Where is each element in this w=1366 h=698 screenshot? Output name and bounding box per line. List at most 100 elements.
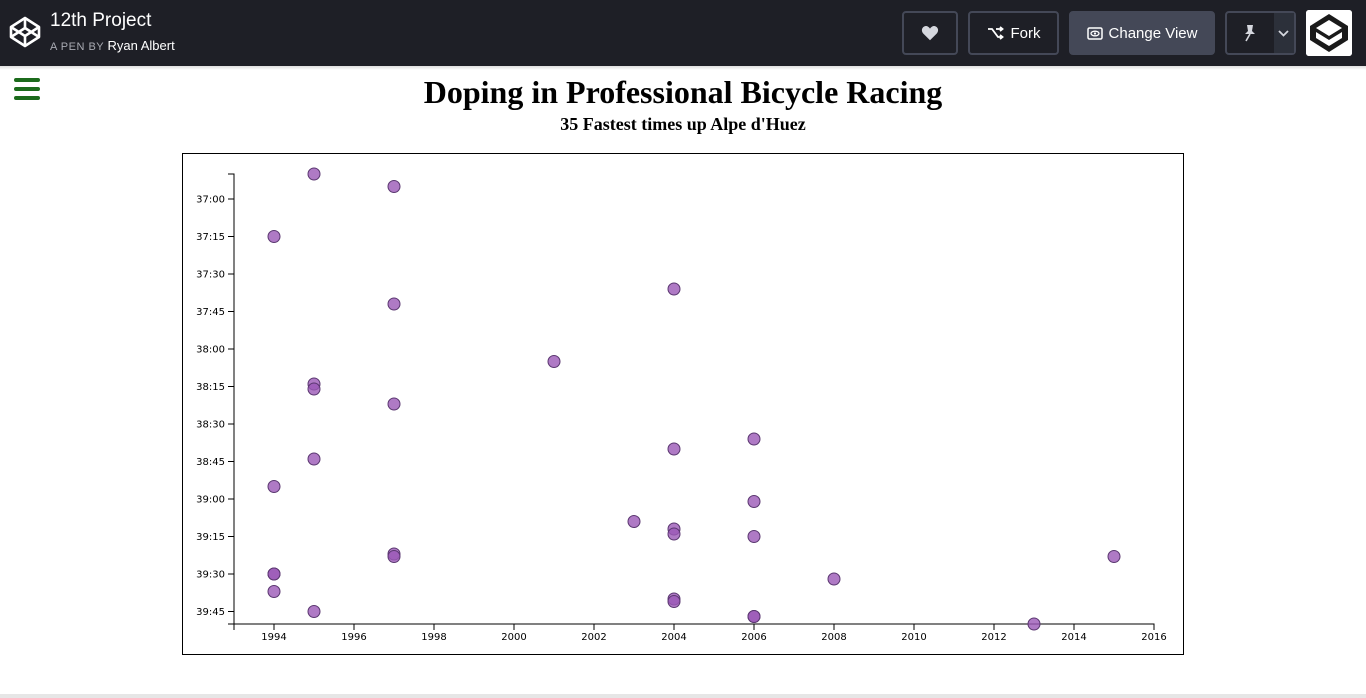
x-tick: 2012 — [981, 624, 1007, 643]
x-tick: 1994 — [261, 624, 287, 643]
data-point[interactable] — [267, 567, 281, 581]
pen-byline: A PEN BY Ryan Albert — [50, 38, 175, 53]
y-tick-label: 37:30 — [196, 270, 225, 281]
data-point[interactable] — [307, 167, 321, 181]
data-point[interactable] — [307, 605, 321, 618]
data-point[interactable] — [267, 585, 281, 598]
x-tick-label: 1996 — [341, 632, 366, 643]
heart-button[interactable] — [902, 11, 958, 55]
x-axis: 1994 1996 1998 2000 2002 2004 2006 2008 2010 2012… — [233, 623, 1167, 643]
data-point[interactable] — [827, 572, 841, 586]
chevron-down-icon — [1278, 29, 1289, 37]
codepen-logo-icon[interactable] — [8, 15, 42, 49]
data-point[interactable] — [747, 432, 761, 446]
x-tick-label: 1998 — [421, 632, 446, 643]
data-point[interactable] — [1107, 550, 1121, 563]
data-points — [267, 167, 1121, 631]
data-point[interactable] — [387, 397, 401, 411]
y-tick: 38:30 — [196, 420, 234, 431]
x-tick-label: 2012 — [981, 632, 1006, 643]
change-view-button[interactable]: Change View — [1069, 11, 1215, 55]
x-tick-label: 2004 — [661, 632, 686, 643]
data-point[interactable] — [387, 297, 401, 311]
data-point[interactable] — [667, 442, 681, 456]
x-tick-label: 2000 — [501, 632, 526, 643]
y-tick-label: 37:45 — [196, 307, 225, 318]
pin-icon — [1245, 25, 1256, 42]
x-tick: 2002 — [581, 624, 607, 643]
hamburger-line — [14, 87, 40, 91]
y-tick: 39:00 — [196, 495, 234, 506]
y-tick: 37:30 — [196, 270, 234, 281]
codepen-avatar-icon — [1306, 10, 1352, 56]
hamburger-line — [14, 96, 40, 100]
x-tick: 2004 — [661, 624, 687, 643]
x-tick-label: 2002 — [581, 632, 606, 643]
y-tick: 38:00 — [196, 345, 234, 356]
x-tick: 2016 — [1141, 624, 1167, 643]
data-point[interactable] — [267, 230, 281, 243]
y-tick-label: 39:30 — [196, 570, 225, 581]
y-axis: 37:00 37:15 37:30 37:45 38:00 38:15 38:30 38:45… — [196, 173, 235, 625]
user-avatar[interactable] — [1306, 10, 1352, 56]
y-tick-label: 37:15 — [196, 232, 225, 243]
y-tick: 39:30 — [196, 570, 234, 581]
pin-dropdown[interactable] — [1273, 13, 1294, 53]
data-point[interactable] — [1027, 617, 1041, 631]
y-tick: 37:00 — [196, 195, 234, 206]
chart-frame: 1994 1996 1998 2000 2002 2004 2006 2008 2010 2012… — [182, 153, 1184, 655]
x-tick-label: 2016 — [1141, 632, 1166, 643]
x-tick: 2006 — [741, 624, 767, 643]
y-tick-label: 39:15 — [196, 532, 225, 543]
y-tick: 38:45 — [196, 457, 234, 468]
pin-toggle[interactable] — [1227, 13, 1274, 53]
x-tick: 1998 — [421, 624, 447, 643]
data-point[interactable] — [307, 382, 321, 396]
chart-subtitle: 35 Fastest times up Alpe d'Huez — [560, 114, 806, 134]
x-tick-label: 2010 — [901, 632, 926, 643]
data-point[interactable] — [547, 355, 561, 368]
x-tick-label: 1994 — [261, 632, 286, 643]
data-point[interactable] — [747, 530, 761, 543]
pen-title: 12th Project — [50, 10, 152, 31]
codepen-header: 12th Project A PEN BY Ryan Albert Fork C… — [0, 0, 1366, 66]
y-tick-label: 38:45 — [196, 457, 225, 468]
x-axis-line — [233, 623, 1155, 630]
y-axis-line — [228, 173, 235, 625]
data-point[interactable] — [747, 495, 761, 508]
data-point[interactable] — [387, 550, 401, 563]
data-point[interactable] — [747, 610, 761, 623]
y-tick: 37:45 — [196, 307, 234, 318]
x-tick: 2008 — [821, 624, 847, 643]
x-tick-label: 2008 — [821, 632, 846, 643]
y-tick-label: 37:00 — [196, 195, 225, 206]
fork-icon — [987, 26, 1004, 40]
y-tick-label: 38:30 — [196, 420, 225, 431]
data-point[interactable] — [267, 480, 281, 493]
menu-hamburger-icon[interactable] — [14, 78, 40, 100]
author-link[interactable]: Ryan Albert — [107, 38, 175, 53]
data-point[interactable] — [627, 515, 641, 528]
y-tick: 39:15 — [196, 532, 234, 543]
y-tick: 39:45 — [196, 607, 234, 618]
data-point[interactable] — [387, 180, 401, 193]
y-tick-label: 38:15 — [196, 382, 225, 393]
data-point[interactable] — [307, 452, 321, 466]
data-point[interactable] — [667, 282, 681, 296]
fork-label: Fork — [1010, 24, 1041, 42]
chart-title: Doping in Professional Bicycle Racing — [423, 74, 943, 110]
x-tick-label: 2006 — [741, 632, 766, 643]
pin-button[interactable] — [1225, 11, 1296, 55]
data-point[interactable] — [667, 595, 681, 608]
x-tick: 2000 — [501, 624, 527, 643]
fork-button[interactable]: Fork — [968, 11, 1059, 55]
change-view-label: Change View — [1108, 24, 1198, 42]
x-tick-label: 2014 — [1061, 632, 1086, 643]
heart-icon — [921, 26, 939, 41]
header-shadow — [0, 66, 1366, 70]
eye-window-icon — [1086, 26, 1103, 40]
y-tick: 37:15 — [196, 232, 234, 243]
data-point[interactable] — [667, 527, 681, 541]
y-tick-label: 39:45 — [196, 607, 225, 618]
x-tick: 2014 — [1061, 624, 1087, 643]
